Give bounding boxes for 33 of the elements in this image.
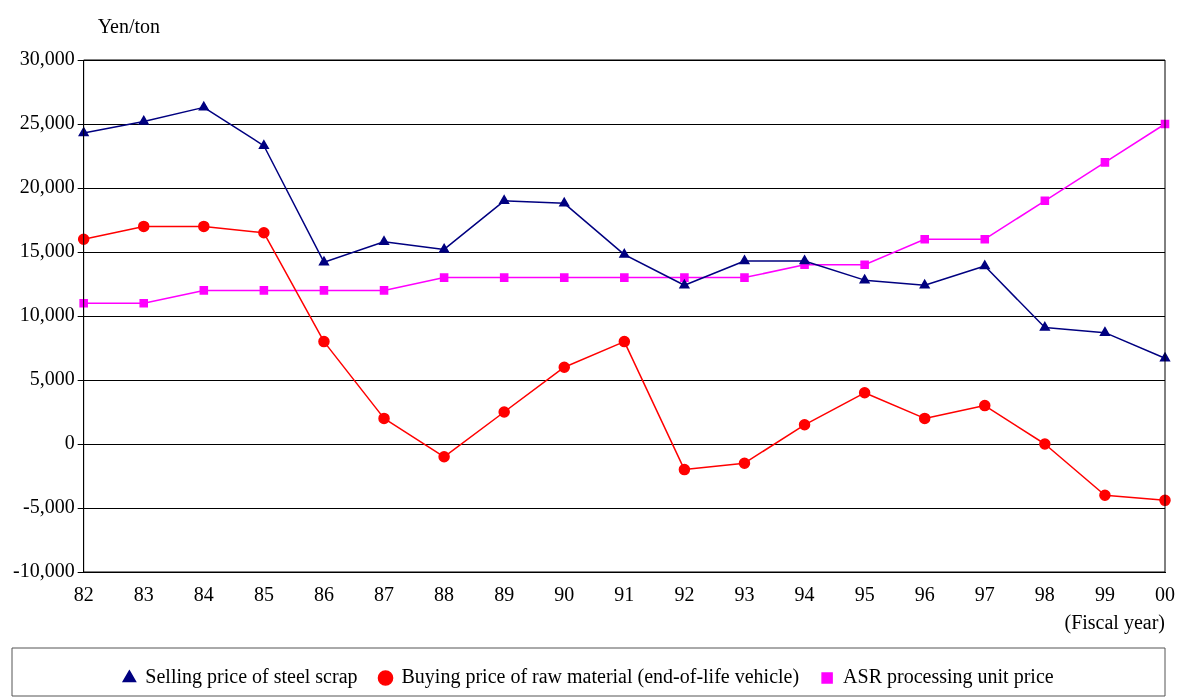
x-tick-label: 86 (313, 583, 334, 606)
y-axis-title: Yen/ton (97, 15, 161, 38)
y-tick-label: 10,000 (19, 303, 75, 326)
y-tick-label: 30,000 (19, 47, 75, 70)
y-tick-label: 5,000 (29, 367, 75, 390)
x-tick-label: 83 (133, 583, 154, 606)
x-tick-label: 84 (193, 583, 214, 606)
x-tick-label: 89 (494, 583, 515, 606)
y-tick-label: -10,000 (12, 559, 75, 582)
y-tick-label: 15,000 (19, 239, 75, 262)
y-tick-label: 0 (64, 431, 75, 454)
legend-label: Selling price of steel scrap (145, 665, 358, 689)
x-tick-label: 99 (1094, 583, 1115, 606)
x-tick-label: 95 (854, 583, 875, 606)
x-tick-label: 85 (253, 583, 274, 606)
x-tick-label: 97 (974, 583, 995, 606)
y-tick-label: 25,000 (19, 111, 75, 134)
x-tick-label: 94 (794, 583, 815, 606)
x-tick-label: 90 (554, 583, 575, 606)
x-tick-label: 98 (1034, 583, 1055, 606)
x-tick-label: 00 (1155, 583, 1175, 606)
y-tick-label: 20,000 (19, 175, 75, 198)
legend-label: ASR processing unit price (843, 665, 1054, 689)
x-tick-label: 82 (73, 583, 94, 606)
x-tick-label: 92 (674, 583, 695, 606)
x-tick-label: 88 (434, 583, 455, 606)
x-tick-label: 91 (614, 583, 635, 606)
x-axis-title: (Fiscal year) (1064, 611, 1165, 635)
x-tick-label: 96 (914, 583, 935, 606)
x-tick-label: 87 (374, 583, 395, 606)
x-tick-label: 93 (734, 583, 755, 606)
y-tick-label: -5,000 (22, 495, 75, 518)
legend-label: Buying price of raw material (end-of-life vehicle) (401, 665, 800, 689)
